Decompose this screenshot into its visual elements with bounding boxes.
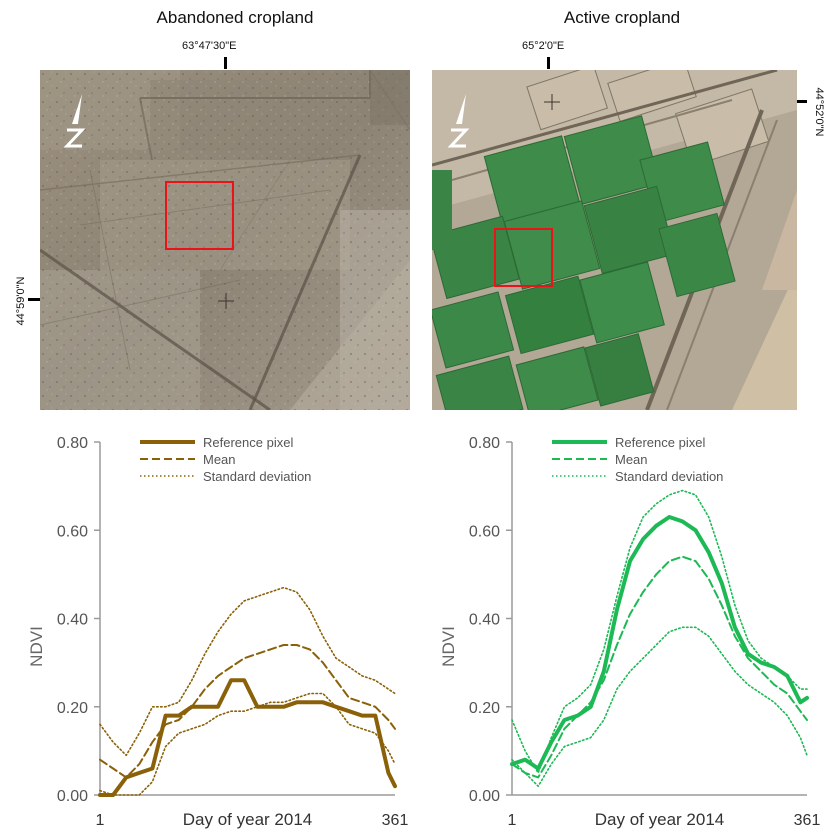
abandoned-latitude-label: 44°59'0"N <box>15 276 27 326</box>
crosshair-marker-active <box>544 94 560 110</box>
series-line-solid <box>98 678 397 797</box>
y-tick-label: 0.40 <box>469 612 500 629</box>
series-line-dashed <box>99 644 396 779</box>
y-tick-label: 0.60 <box>469 523 500 540</box>
crosshair-marker <box>218 293 234 309</box>
x-axis-label: Day of year 2014 <box>183 810 312 829</box>
active-latitude-tick <box>795 100 807 103</box>
y-tick-label: 0.00 <box>469 788 500 805</box>
y-axis-label: NDVI <box>439 626 458 667</box>
y-tick-label: 0.60 <box>57 523 88 540</box>
legend-label: Reference pixel <box>203 435 293 450</box>
north-arrow-icon-active <box>447 94 470 148</box>
series-line-solid <box>510 515 809 771</box>
series-line-dotted <box>99 586 396 757</box>
y-tick-label: 0.80 <box>57 435 88 452</box>
legend-label: Reference pixel <box>615 435 705 450</box>
series-line-dashed <box>511 555 808 779</box>
active-cropland-title: Active cropland <box>563 8 681 27</box>
abandoned-cropland-image <box>40 70 410 410</box>
y-tick-label: 0.40 <box>57 612 88 629</box>
abandoned-cropland-title: Abandoned cropland <box>156 8 314 27</box>
y-axis-label: NDVI <box>27 626 46 667</box>
x-tick-label: 1 <box>96 812 105 829</box>
active-cropland-image <box>432 70 797 410</box>
reference-pixel-box-active <box>494 228 553 287</box>
x-tick-label: 1 <box>508 812 517 829</box>
abandoned-latitude-tick <box>28 298 40 301</box>
abandoned-ndvi-chart: 0.00 0.20 0.40 0.60 0.80 1 361 Day of year 2014… <box>0 420 412 834</box>
active-latitude-label: 44°52'0"N <box>813 87 825 137</box>
y-tick-label: 0.20 <box>57 700 88 717</box>
series-line-dotted <box>511 489 808 774</box>
y-tick-label: 0.80 <box>469 435 500 452</box>
x-tick-label: 361 <box>794 812 821 829</box>
north-arrow-icon <box>63 94 86 148</box>
legend-label: Mean <box>615 452 648 467</box>
abandoned-longitude-label: 63°47'30"E <box>182 40 237 52</box>
reference-pixel-box <box>165 181 234 250</box>
series-line-dotted-lower <box>511 626 808 788</box>
active-longitude-tick <box>547 57 550 69</box>
active-ndvi-chart: 0.00 0.20 0.40 0.60 0.80 1 361 Day of year 2014… <box>412 420 824 834</box>
series-line-dotted-lower <box>99 692 396 796</box>
abandoned-longitude-tick <box>224 57 227 69</box>
legend-label: Mean <box>203 452 236 467</box>
y-tick-label: 0.20 <box>469 700 500 717</box>
legend-label: Standard deviation <box>203 469 311 484</box>
x-tick-label: 361 <box>382 812 409 829</box>
x-axis-label: Day of year 2014 <box>595 810 724 829</box>
y-tick-label: 0.00 <box>57 788 88 805</box>
active-longitude-label: 65°2'0"E <box>522 40 565 52</box>
legend-label: Standard deviation <box>615 469 723 484</box>
